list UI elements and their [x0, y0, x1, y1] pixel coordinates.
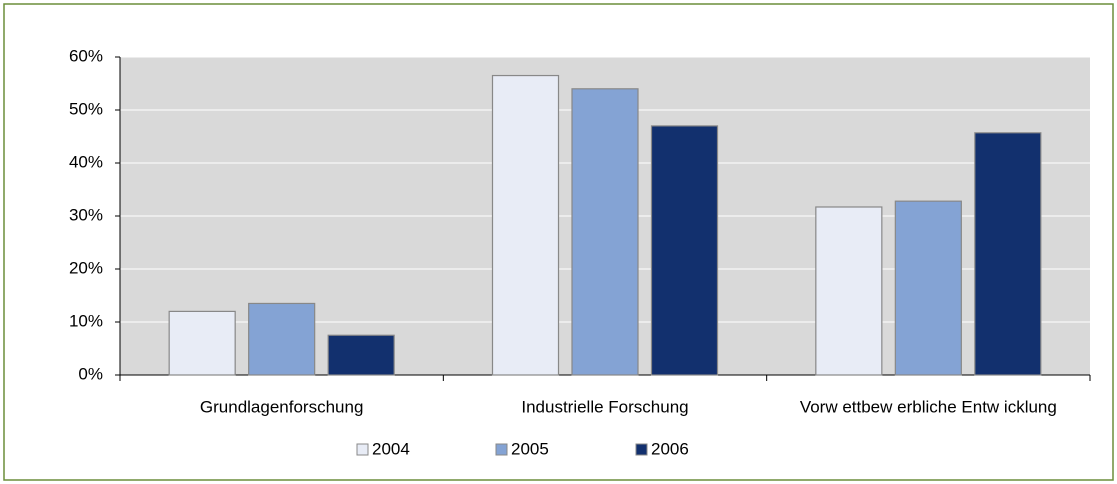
y-tick-label: 10%: [69, 311, 103, 330]
y-tick-label: 40%: [69, 152, 103, 171]
legend-swatch: [356, 443, 369, 456]
y-tick-label: 60%: [69, 46, 103, 65]
bar: [894, 200, 962, 376]
legend-swatch: [635, 443, 648, 456]
bar: [650, 125, 719, 376]
y-tick-label: 50%: [69, 99, 103, 118]
bar: [815, 206, 883, 376]
y-tick-label: 30%: [69, 205, 103, 224]
bar: [974, 132, 1042, 376]
y-tick-label: 20%: [69, 258, 103, 277]
legend-swatch: [495, 443, 508, 456]
x-tick-label: Vorw ettbew erbliche Entw icklung: [800, 397, 1057, 416]
bar: [571, 88, 639, 376]
x-tick-label: Industrielle Forschung: [521, 397, 688, 416]
bar: [248, 302, 316, 376]
legend-label: 2004: [372, 439, 410, 458]
x-tick-label: Grundlagenforschung: [200, 397, 364, 416]
y-tick-label: 0%: [78, 364, 103, 383]
bar: [491, 74, 560, 376]
bar: [168, 310, 236, 376]
legend-label: 2006: [651, 439, 689, 458]
legend-label: 2005: [511, 439, 549, 458]
bar: [327, 334, 395, 376]
